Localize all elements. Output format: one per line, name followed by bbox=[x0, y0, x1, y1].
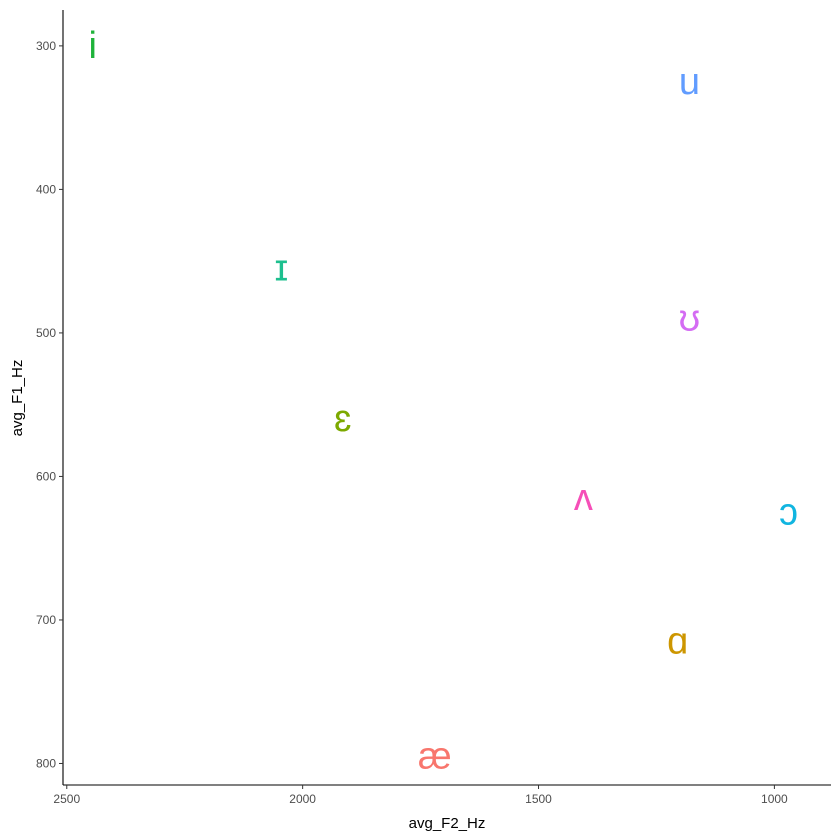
vowel-point: ɔ bbox=[779, 491, 798, 533]
vowel-point: ɪ bbox=[275, 247, 289, 289]
vowel-point: ʊ bbox=[679, 298, 701, 340]
y-tick-label: 800 bbox=[36, 756, 56, 770]
x-axis-ticks: 2500 2000 1500 1000 bbox=[53, 785, 788, 806]
vowel-point: æ bbox=[418, 735, 452, 777]
y-tick-label: 700 bbox=[36, 613, 56, 627]
vowel-point: ɑ bbox=[667, 620, 688, 662]
vowel-point: ʌ bbox=[574, 477, 593, 519]
vowel-point: ɛ bbox=[334, 398, 351, 440]
x-tick-label: 2000 bbox=[289, 792, 316, 806]
y-tick-label: 300 bbox=[36, 39, 56, 53]
vowel-point: i bbox=[88, 25, 96, 67]
x-axis-title: avg_F2_Hz bbox=[409, 815, 486, 832]
vowel-point: u bbox=[679, 61, 700, 103]
y-axis-title: avg_F1_Hz bbox=[9, 360, 26, 437]
y-tick-label: 400 bbox=[36, 182, 56, 196]
plot-panel: i u ɪ ʊ ɛ ʌ ɔ ɑ æ bbox=[88, 25, 798, 777]
y-axis-ticks: 300 400 500 600 700 800 bbox=[36, 39, 63, 770]
x-tick-label: 1500 bbox=[525, 792, 552, 806]
x-tick-label: 2500 bbox=[53, 792, 80, 806]
x-tick-label: 1000 bbox=[761, 792, 788, 806]
y-tick-label: 600 bbox=[36, 469, 56, 483]
y-tick-label: 500 bbox=[36, 326, 56, 340]
